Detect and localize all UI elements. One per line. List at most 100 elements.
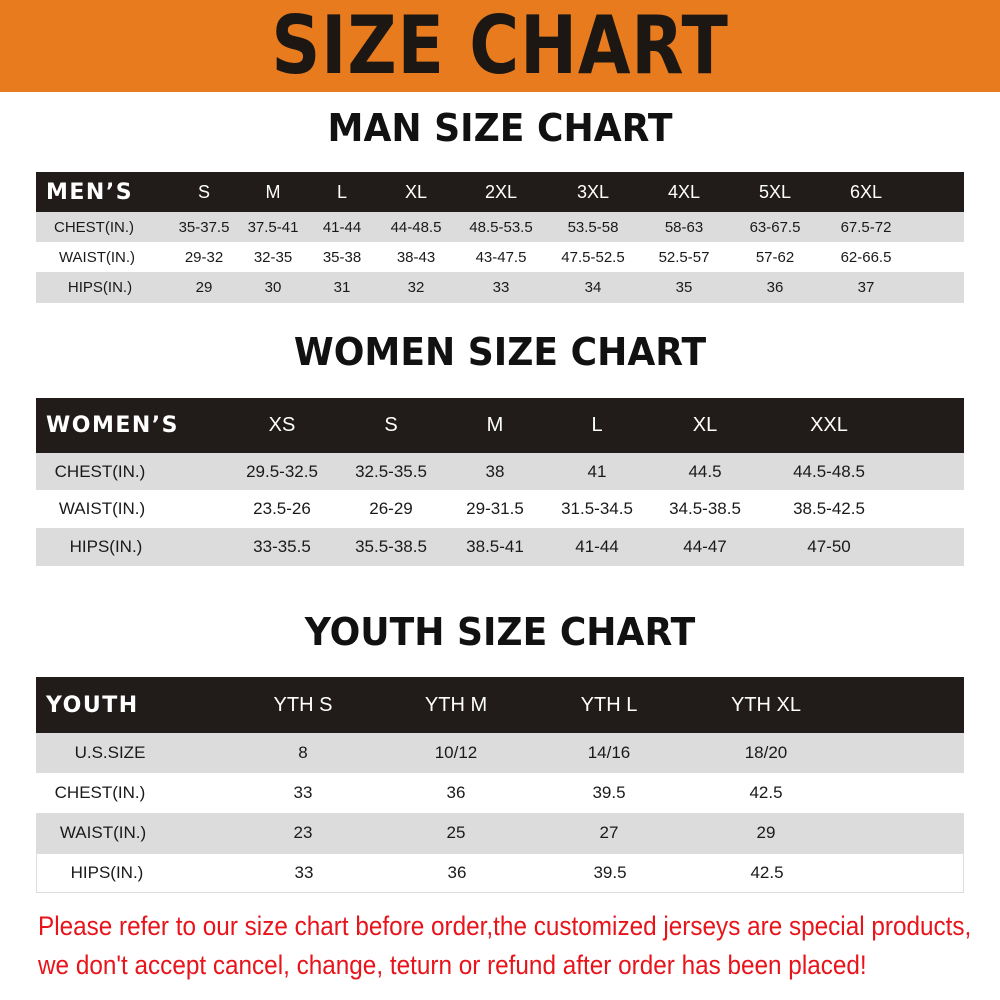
table-cell: 42.5 [749,783,783,802]
row-label: HIPS(IN.) [67,279,133,296]
size-header-l: L [591,414,603,436]
table-cell: 33 [492,279,510,296]
row-label: CHEST(IN.) [54,218,134,236]
table-cell: 53.5-58 [567,218,619,236]
table-cell: 52.5-57 [658,248,710,266]
table-cell: 34.5-38.5 [669,499,741,518]
table-cell: 39.5 [592,783,626,802]
table-cell: 44.5 [688,461,722,481]
table-cell: 67.5-72 [840,218,892,236]
table-row: CHEST(IN.) 29.5-32.5 32.5-35.5 38 41 44.5 44.5… [36,453,964,490]
header-label: WOMEN’S [46,413,180,438]
table-cell: 44.5-48.5 [793,461,865,481]
table-row: CHEST(IN.) 35-37.5 37.5-41 41-44 44-48.5 48.5… [36,212,964,242]
table-cell: 26-29 [369,499,413,518]
table-cell: 35.5-38.5 [355,537,427,556]
size-header-m: M [486,414,504,436]
table-cell: 38 [485,461,505,481]
size-header-yth-l: YTH L [580,693,638,716]
size-header-xs: XS [268,414,296,436]
table-cell: 10/12 [434,743,478,762]
size-header-yth-xl: YTH XL [730,693,802,716]
table-cell: 41-44 [322,218,362,236]
row-label: HIPS(IN.) [70,863,144,882]
row-label: U.S.SIZE [74,743,146,762]
table-cell: 38.5-41 [466,537,524,556]
table-cell: 27 [599,823,619,842]
table-row: WAIST(IN.) 29-32 32-35 35-38 38-43 43-47.5 47.… [36,242,964,272]
size-header-2xl: 2XL [484,181,518,202]
notice-line-2: we don't accept cancel, change, teturn o… [38,950,867,980]
table-cell: 47.5-52.5 [561,248,625,266]
table-cell: 32-35 [253,248,293,266]
table-cell: 63-67.5 [749,218,801,236]
size-header-yth-s: YTH S [273,693,333,716]
table-cell: 31 [333,279,351,296]
table-cell: 30 [264,279,282,296]
row-label: CHEST(IN.) [54,783,146,802]
table-row: U.S.SIZE 8 10/12 14/16 18/20 [36,733,964,773]
size-header-4xl: 4XL [667,181,701,202]
size-chart-banner: SIZE CHART [0,0,1000,92]
size-header-3xl: 3XL [576,181,610,202]
table-cell: 25 [446,823,466,842]
banner-title: SIZE CHART [271,0,729,92]
table-cell: 35-38 [322,248,362,266]
table-cell: 8 [298,743,308,762]
table-cell: 62-66.5 [840,248,892,266]
size-header-xl: XL [692,414,718,436]
table-row: HIPS(IN.) 33-35.5 35.5-38.5 38.5-41 41-44 44-… [36,528,964,566]
table-cell: 33 [293,783,313,802]
women-section-title: WOMEN SIZE CHART [293,330,707,374]
size-header-xxl: XXL [810,414,848,436]
men-size-table: MEN’S S M L XL 2XL 3XL 4XL 5XL 6XL CHEST(IN.) 35-37… [36,172,964,303]
table-cell: 36 [446,783,466,802]
men-section-title: MAN SIZE CHART [327,106,673,150]
table-cell: 58-63 [664,218,704,236]
table-cell: 48.5-53.5 [469,218,533,236]
table-cell: 36 [447,863,467,882]
table-cell: 33-35.5 [253,537,311,556]
table-cell: 18/20 [744,743,788,762]
row-label: CHEST(IN.) [54,461,146,481]
row-label: WAIST(IN.) [59,823,147,842]
size-header-m: M [265,181,281,202]
table-cell: 36 [766,279,784,296]
table-header-row: WOMEN’S XS S M L XL XXL [36,398,964,453]
table-cell: 33 [294,863,314,882]
table-cell: 41 [587,461,607,481]
table-row: WAIST(IN.) 23 25 27 29 [36,813,964,853]
table-cell: 41-44 [575,537,619,556]
size-header-s: S [197,181,210,202]
table-row: HIPS(IN.) 29 30 31 32 33 34 35 36 37 [36,272,964,303]
table-row: WAIST(IN.) 23.5-26 26-29 29-31.5 31.5-34.5 34… [36,490,964,528]
size-header-l: L [336,181,347,202]
size-header-6xl: 6XL [849,181,883,202]
table-header-row: YOUTH YTH S YTH M YTH L YTH XL [36,677,964,733]
table-cell: 29-32 [184,248,224,266]
table-cell: 38-43 [396,248,436,266]
header-label: YOUTH [46,692,139,718]
youth-section-title: YOUTH SIZE CHART [304,610,696,654]
table-cell: 57-62 [755,248,795,266]
table-header-row: MEN’S S M L XL 2XL 3XL 4XL 5XL 6XL [36,172,964,212]
row-label: WAIST(IN.) [58,248,136,266]
table-cell: 23 [293,823,313,842]
table-cell: 29.5-32.5 [246,461,318,481]
youth-size-table: YOUTH YTH S YTH M YTH L YTH XL U.S.SIZE 8 10/12… [36,677,964,893]
size-header-xl: XL [404,181,428,202]
women-size-table: WOMEN’S XS S M L XL XXL CHEST(IN.) 29.5-32.5 32.5… [36,398,964,566]
table-cell: 44-48.5 [390,218,442,236]
table-cell: 23.5-26 [253,499,311,518]
table-cell: 39.5 [593,863,627,882]
table-cell: 37 [857,279,875,296]
table-cell: 35-37.5 [178,218,230,236]
table-cell: 37.5-41 [247,218,299,236]
table-row: HIPS(IN.) 33 36 39.5 42.5 [36,853,964,893]
table-cell: 42.5 [750,863,784,882]
table-cell: 47-50 [807,537,851,556]
notice-line-1: Please refer to our size chart before or… [38,911,972,941]
table-cell: 43-47.5 [475,248,527,266]
table-cell: 32 [407,279,425,296]
table-cell: 35 [675,279,693,296]
